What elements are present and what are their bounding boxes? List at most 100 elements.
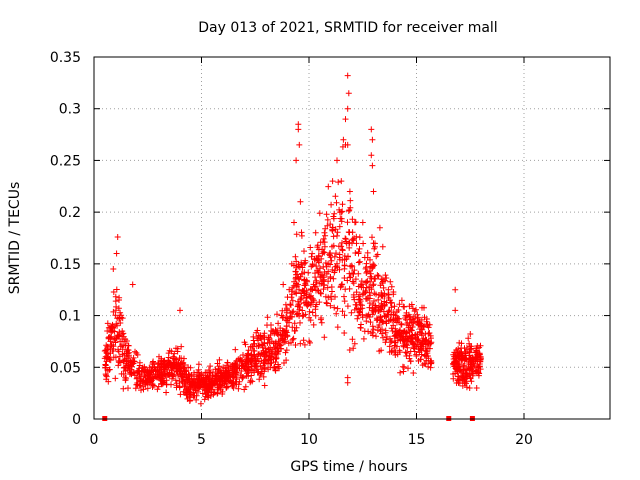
- y-tick-label: 0.3: [59, 102, 81, 118]
- data-point: [327, 254, 334, 261]
- data-point: [263, 352, 270, 359]
- data-point: [356, 296, 363, 303]
- data-point: [322, 232, 329, 239]
- data-point: [466, 340, 473, 347]
- data-point: [191, 369, 197, 376]
- data-point: [426, 330, 433, 336]
- data-point: [327, 221, 334, 228]
- data-point: [355, 270, 362, 277]
- data-point: [456, 376, 463, 383]
- data-point: [353, 289, 360, 296]
- data-point: [136, 382, 143, 389]
- data-point: [317, 289, 324, 296]
- data-point: [309, 309, 316, 316]
- data-point: [331, 269, 338, 276]
- data-point: [301, 248, 307, 255]
- data-point: [334, 324, 341, 331]
- data-point: [476, 350, 483, 357]
- data-point: [342, 238, 349, 245]
- data-point: [325, 268, 332, 275]
- data-point: [293, 258, 300, 265]
- data-point: [314, 242, 321, 249]
- data-point: [332, 293, 338, 300]
- data-point: [323, 211, 330, 218]
- data-point: [223, 372, 230, 379]
- data-point: [407, 358, 414, 365]
- data-point: [293, 290, 300, 297]
- data-point: [400, 343, 407, 350]
- data-point: [367, 319, 374, 326]
- data-point: [370, 326, 377, 333]
- data-point: [270, 356, 277, 363]
- data-point: [347, 274, 354, 281]
- data-point: [320, 263, 327, 270]
- data-point: [354, 315, 361, 322]
- data-point: [187, 390, 194, 397]
- data-point: [107, 338, 114, 345]
- data-point: [421, 314, 428, 321]
- data-point: [374, 251, 381, 258]
- data-point: [462, 350, 469, 357]
- data-point: [349, 263, 356, 270]
- data-point: [461, 362, 468, 369]
- data-point: [215, 384, 222, 391]
- data-point: [353, 233, 360, 240]
- data-point: [363, 260, 370, 267]
- data-point: [349, 216, 356, 223]
- y-tick-label: 0.2: [59, 205, 81, 221]
- data-point: [406, 303, 413, 310]
- data-point: [294, 271, 301, 278]
- data-point: [366, 304, 373, 311]
- data-point: [283, 307, 290, 314]
- data-point: [142, 377, 149, 384]
- data-point: [297, 273, 304, 280]
- data-point: [195, 372, 202, 379]
- data-point: [473, 385, 480, 391]
- data-point: [325, 183, 332, 190]
- data-point: [274, 311, 280, 318]
- data-point: [296, 276, 303, 283]
- data-point: [472, 349, 479, 356]
- data-point: [297, 319, 303, 326]
- data-point: [303, 299, 309, 306]
- data-point: [372, 275, 379, 282]
- y-tick-label: 0.15: [50, 257, 81, 273]
- data-point: [125, 385, 131, 392]
- data-point: [187, 364, 194, 371]
- data-point: [193, 392, 200, 399]
- data-point: [216, 356, 223, 363]
- data-point: [219, 391, 226, 397]
- data-point: [308, 253, 315, 260]
- data-point: [132, 348, 138, 355]
- data-point: [341, 293, 347, 300]
- data-point: [352, 276, 359, 283]
- data-point: [397, 369, 404, 376]
- data-point: [125, 363, 132, 369]
- data-point: [356, 245, 363, 252]
- data-point: [311, 284, 318, 290]
- data-point: [337, 284, 344, 291]
- data-point: [257, 333, 264, 340]
- data-point: [382, 277, 389, 284]
- data-point: [403, 321, 410, 328]
- data-point: [235, 385, 242, 392]
- data-point: [113, 250, 120, 257]
- data-point: [466, 385, 473, 391]
- data-point: [261, 382, 268, 389]
- data-point: [401, 364, 408, 371]
- data-point: [385, 291, 392, 298]
- data-point: [371, 298, 377, 304]
- data-point: [183, 367, 190, 374]
- data-point: [413, 306, 419, 313]
- data-point: [288, 260, 295, 267]
- data-point: [409, 332, 416, 339]
- data-point: [359, 281, 365, 288]
- data-point: [367, 273, 374, 280]
- data-point: [302, 311, 309, 318]
- data-point: [462, 370, 469, 377]
- data-point: [342, 286, 349, 293]
- data-point: [146, 374, 153, 381]
- data-point: [329, 243, 335, 250]
- data-point: [272, 340, 279, 347]
- data-point: [349, 336, 356, 343]
